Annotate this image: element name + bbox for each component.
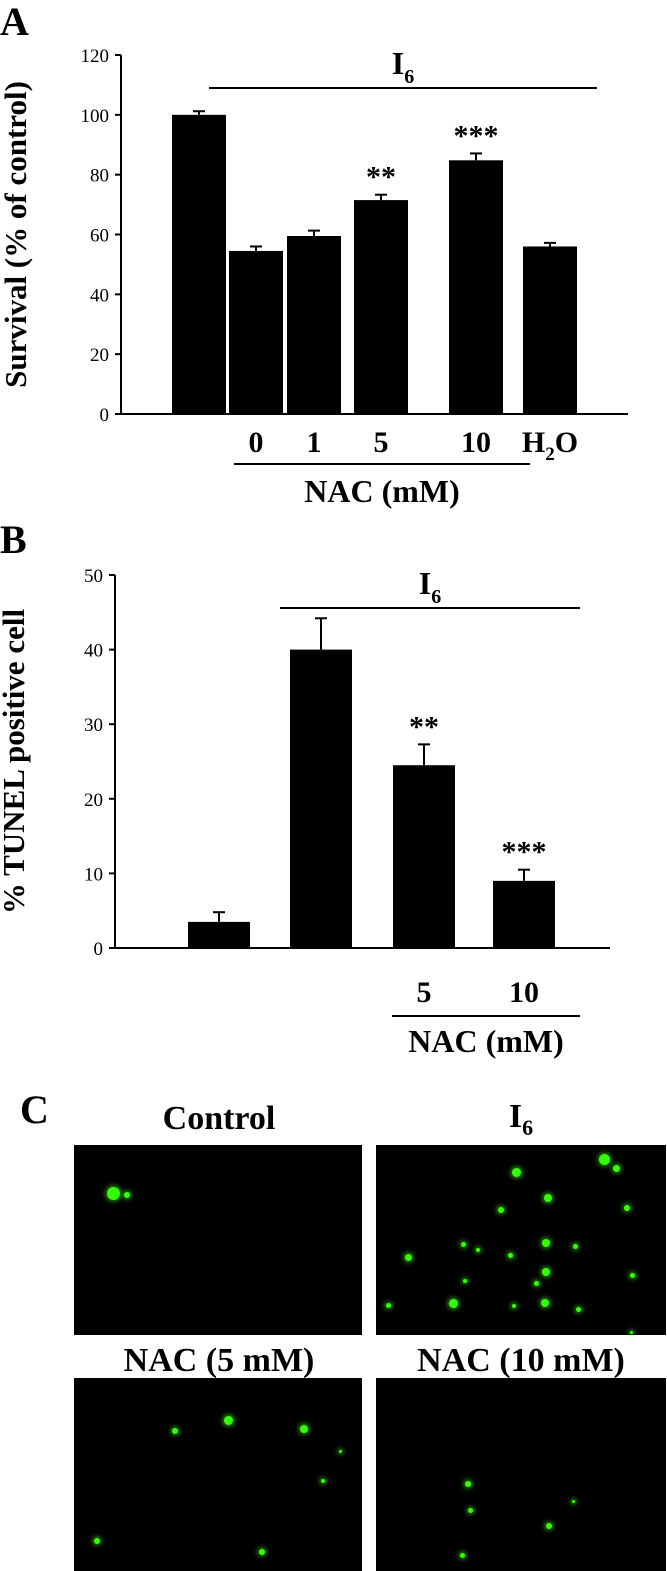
fluorescent-cell (385, 1302, 391, 1308)
nac-label: NAC (mM) (408, 1023, 564, 1059)
label-i6: I6 (376, 1100, 666, 1139)
bar (493, 880, 555, 948)
x-tick-label: 5 (417, 976, 432, 1009)
fluorescent-cell (598, 1153, 610, 1165)
x-tick-label: 10 (461, 426, 491, 459)
fluorescent-cell (612, 1164, 620, 1172)
fluorescent-cell (465, 1481, 471, 1487)
y-tick-label: 50 (84, 566, 103, 587)
bar (229, 250, 283, 414)
bar (393, 765, 455, 948)
y-axis-title: % TUNEL positive cell (0, 609, 31, 915)
x-tick-label: 1 (307, 426, 322, 459)
y-tick-label: 60 (90, 226, 109, 247)
fluorescent-cell (448, 1298, 458, 1308)
significance-label: ** (366, 161, 396, 194)
fluorescent-cell (571, 1499, 575, 1503)
x-tick-label: H2O (522, 426, 578, 465)
y-axis-title: Survival (% of control) (0, 81, 33, 388)
fluorescent-cell (546, 1523, 552, 1529)
y-tick-label: 20 (90, 345, 109, 366)
fluorescent-cell (629, 1330, 633, 1334)
significance-label: ** (409, 710, 439, 743)
fluorescent-cell (404, 1253, 412, 1261)
fluorescent-cell (467, 1507, 473, 1513)
bar (290, 649, 352, 948)
y-tick-label: 0 (94, 939, 104, 960)
micrograph-nac-10 (376, 1378, 666, 1571)
label-control: Control (162, 1100, 276, 1137)
y-tick-label: 40 (90, 285, 109, 306)
fluorescent-cell (629, 1272, 635, 1278)
bar (523, 246, 577, 414)
fluorescent-cell (460, 1241, 466, 1247)
fluorescent-cell (476, 1248, 480, 1252)
fluorescent-cell (507, 1252, 513, 1258)
fluorescent-cell (94, 1538, 100, 1544)
y-tick-label: 100 (81, 106, 110, 127)
i6-bracket-label: I6 (419, 565, 441, 608)
x-tick-label: 5 (374, 426, 389, 459)
fluorescent-cell (542, 1239, 550, 1247)
micrograph-control (74, 1145, 362, 1335)
label-nac-5: NAC (5 mM) (123, 1342, 315, 1379)
panel-letter-a: A (0, 0, 29, 44)
fluorescent-cell (572, 1243, 578, 1249)
bar (287, 235, 341, 414)
fluorescent-cell (172, 1428, 178, 1434)
fluorescent-cell (321, 1479, 325, 1483)
x-tick-label: 0 (249, 426, 264, 459)
significance-label: *** (454, 119, 499, 152)
y-tick-label: 80 (90, 166, 109, 187)
fluorescent-cell (498, 1207, 504, 1213)
bar (172, 114, 226, 414)
y-tick-label: 0 (100, 405, 110, 426)
y-tick-label: 20 (84, 790, 103, 811)
significance-label: *** (502, 836, 547, 869)
micrograph-nac-5 (74, 1378, 362, 1571)
fluorescent-cell (300, 1425, 308, 1433)
y-tick-label: 10 (84, 864, 103, 885)
fluorescent-cell (511, 1167, 521, 1177)
fluorescent-cell (124, 1192, 130, 1198)
label-nac-10: NAC (10 mM) (417, 1342, 625, 1379)
y-tick-label: 40 (84, 641, 103, 662)
fluorescent-cell (575, 1306, 581, 1312)
fluorescent-cell (541, 1299, 549, 1307)
fluorescent-cell (106, 1186, 120, 1200)
y-tick-label: 120 (81, 46, 110, 67)
bar (188, 921, 250, 948)
nac-label: NAC (mM) (304, 473, 460, 509)
i6-bracket-label: I6 (392, 45, 414, 88)
fluorescent-cell (533, 1280, 539, 1286)
fluorescent-cell (463, 1279, 467, 1283)
panel-letter-c: C (20, 1087, 49, 1132)
fluorescent-cell (512, 1304, 516, 1308)
bar (449, 160, 503, 414)
fluorescent-cell (542, 1268, 550, 1276)
fluorescent-cell (259, 1549, 265, 1555)
x-tick-label: 10 (509, 976, 539, 1009)
bar (354, 200, 408, 414)
fluorescent-cell (223, 1415, 233, 1425)
y-tick-label: 30 (84, 715, 103, 736)
fluorescent-cell (544, 1194, 552, 1202)
fluorescent-cell (459, 1552, 465, 1558)
panel-letter-b: B (0, 517, 27, 562)
label-i6-main: I (508, 1098, 523, 1135)
label-i6-sub: 6 (522, 1114, 534, 1140)
fluorescent-cell (338, 1449, 342, 1453)
fluorescent-cell (624, 1205, 630, 1211)
micrograph-i6 (376, 1145, 666, 1335)
